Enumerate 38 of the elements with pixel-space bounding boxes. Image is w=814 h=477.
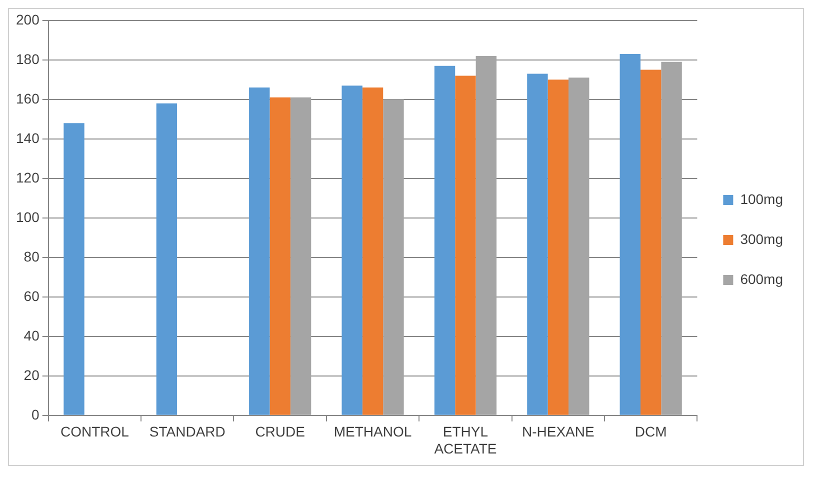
y-tick-label: 100 (16, 208, 40, 225)
x-tick-label: CONTROL (60, 424, 130, 440)
y-tick-label: 160 (16, 90, 40, 106)
y-tick-label: 180 (16, 50, 40, 67)
x-tick-label: METHANOL (334, 424, 412, 440)
y-tick-label: 40 (24, 327, 40, 344)
bar (568, 78, 590, 415)
bar (527, 74, 548, 415)
bar (156, 103, 178, 415)
bar (661, 62, 682, 415)
legend-label: 300mg (740, 230, 784, 247)
bar (620, 54, 640, 415)
bar (455, 76, 476, 415)
bar (383, 99, 404, 415)
y-tick-label: 200 (16, 11, 40, 28)
y-tick-label: 60 (24, 288, 40, 304)
bar (434, 66, 456, 415)
x-tick-label: DCM (634, 424, 667, 440)
bar (249, 88, 270, 415)
x-tick-label: N-HEXANE (522, 424, 594, 440)
y-tick-label: 0 (32, 406, 40, 422)
y-tick-label: 120 (16, 169, 40, 186)
y-tick-label: 20 (24, 366, 40, 383)
bar (342, 86, 362, 415)
bar (640, 70, 662, 415)
bar (64, 123, 84, 415)
y-tick-label: 140 (16, 130, 40, 146)
bar (548, 80, 569, 415)
x-tick-label: ETHYL ACETATE (434, 424, 497, 456)
x-tick-label: STANDARD (149, 424, 226, 440)
bar (362, 88, 384, 415)
bar (290, 97, 312, 415)
bar (270, 97, 290, 415)
legend-label: 600mg (740, 270, 784, 287)
x-tick-label: CRUDE (255, 424, 305, 440)
bar (476, 56, 497, 415)
legend-label: 100mg (740, 190, 784, 207)
y-tick-label: 80 (24, 248, 40, 264)
